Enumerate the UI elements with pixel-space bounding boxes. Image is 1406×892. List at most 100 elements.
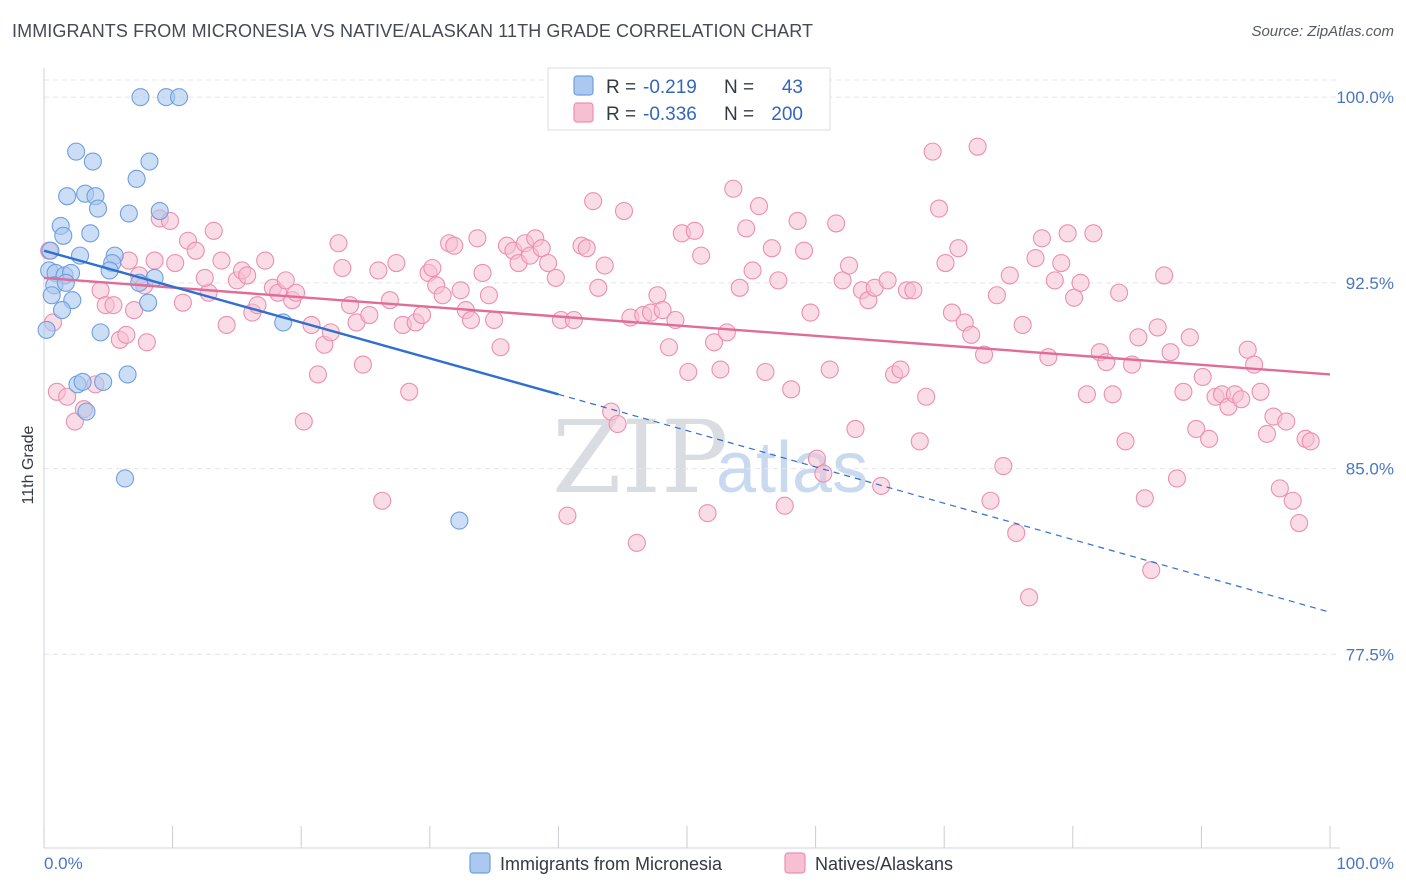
trend-line-micronesia-extension: [558, 393, 1331, 613]
data-point-natives: [904, 281, 923, 300]
data-point-natives: [539, 253, 558, 273]
data-point-natives: [1270, 479, 1289, 498]
data-point-natives: [1142, 561, 1161, 580]
watermark-zip: ZIP: [552, 399, 728, 516]
legend-r-value-blue: -0.219: [643, 77, 697, 98]
data-point-micronesia: [88, 199, 108, 218]
data-point-natives: [987, 286, 1006, 305]
data-point-natives: [994, 457, 1013, 476]
data-point-natives: [949, 239, 968, 258]
data-point-natives: [814, 464, 833, 483]
correlation-legend: R = -0.219 N = 43 R = -0.336 N = 200: [547, 67, 831, 131]
y-tick-label: 77.5%: [1346, 645, 1394, 664]
legend-swatch-micronesia: [469, 852, 491, 874]
data-point-natives: [217, 315, 236, 335]
data-point-natives: [276, 271, 295, 290]
data-point-micronesia: [94, 372, 113, 391]
data-point-natives: [1155, 266, 1174, 285]
data-point-natives: [775, 496, 794, 515]
data-point-natives: [369, 261, 388, 280]
trend-line-natives: [43, 276, 1331, 376]
data-point-micronesia: [81, 224, 100, 243]
data-point-natives: [730, 278, 749, 297]
data-point-natives: [1187, 419, 1206, 439]
data-point-natives: [1020, 588, 1039, 607]
data-point-natives: [1232, 390, 1251, 409]
data-point-natives: [1032, 229, 1051, 248]
data-point-natives: [737, 219, 756, 238]
data-point-natives: [762, 239, 781, 258]
data-point-micronesia: [37, 320, 56, 339]
y-tick-labels: 77.5% 85.0% 92.5% 100.0%: [1336, 88, 1394, 664]
data-point-natives: [717, 323, 736, 342]
legend-label-micronesia: Immigrants from Micronesia: [500, 854, 723, 874]
legend-n-value-blue: 43: [782, 77, 803, 98]
data-point-natives: [1052, 253, 1071, 273]
data-point-natives: [942, 303, 961, 322]
data-point-natives: [711, 360, 730, 379]
data-point-natives: [1077, 385, 1096, 404]
data-point-natives: [1000, 266, 1019, 285]
data-point-natives: [341, 296, 360, 315]
data-point-micronesia: [58, 187, 77, 206]
legend-label-natives: Natives/Alaskans: [815, 854, 953, 874]
data-point-natives: [461, 310, 481, 330]
data-point-micronesia: [52, 301, 72, 320]
legend-box: [547, 67, 831, 131]
data-point-natives: [124, 301, 144, 320]
data-point-natives: [58, 387, 77, 406]
data-point-natives: [1290, 513, 1309, 533]
data-point-natives: [546, 268, 565, 287]
data-point-micronesia: [140, 152, 159, 171]
data-point-natives: [1193, 367, 1212, 387]
legend-r-value-pink: -0.336: [643, 104, 697, 125]
data-point-natives: [145, 251, 164, 270]
x-tick-labels: 0.0% 100.0%: [44, 854, 1394, 873]
data-point-natives: [186, 241, 205, 260]
data-point-micronesia: [54, 226, 73, 245]
data-point-micronesia: [450, 511, 469, 530]
data-point-micronesia: [91, 323, 110, 342]
data-point-micronesia: [67, 142, 86, 161]
data-point-natives: [204, 221, 223, 240]
data-point-natives: [930, 199, 949, 218]
data-point-natives: [1084, 224, 1103, 243]
data-point-natives: [1174, 382, 1193, 401]
data-point-natives: [756, 362, 775, 382]
data-point-natives: [1180, 328, 1199, 347]
data-point-natives: [794, 241, 814, 260]
data-point-natives: [910, 432, 929, 451]
data-point-natives: [1007, 523, 1026, 543]
data-point-micronesia: [42, 286, 61, 305]
data-point-natives: [491, 338, 510, 357]
data-point-natives: [679, 362, 698, 382]
data-point-natives: [1200, 429, 1219, 448]
data-point-natives: [1058, 224, 1077, 243]
data-point-natives: [445, 236, 464, 255]
data-point-natives: [1116, 432, 1135, 451]
data-point-natives: [891, 360, 910, 379]
data-point-natives: [468, 229, 487, 248]
data-point-natives: [360, 305, 379, 325]
data-point-natives: [704, 333, 724, 352]
data-point-natives: [846, 419, 865, 439]
data-point-micronesia: [150, 201, 169, 221]
data-point-natives: [1071, 273, 1090, 292]
data-point-natives: [1103, 385, 1122, 404]
data-point-natives: [595, 256, 614, 275]
data-point-natives: [1039, 348, 1058, 367]
data-point-natives: [820, 360, 839, 379]
data-point-natives: [256, 251, 275, 270]
data-point-micronesia: [73, 372, 92, 391]
data-point-natives: [333, 258, 352, 278]
data-point-natives: [724, 179, 743, 198]
data-point-natives: [981, 491, 1000, 510]
watermark: ZIP atlas: [552, 399, 868, 516]
data-point-micronesia: [115, 469, 135, 488]
data-point-natives: [166, 253, 185, 273]
data-point-micronesia: [139, 293, 158, 312]
data-point-natives: [433, 286, 452, 305]
legend-swatch-natives: [784, 852, 806, 874]
series-legend: Immigrants from Micronesia Natives/Alask…: [469, 852, 953, 874]
